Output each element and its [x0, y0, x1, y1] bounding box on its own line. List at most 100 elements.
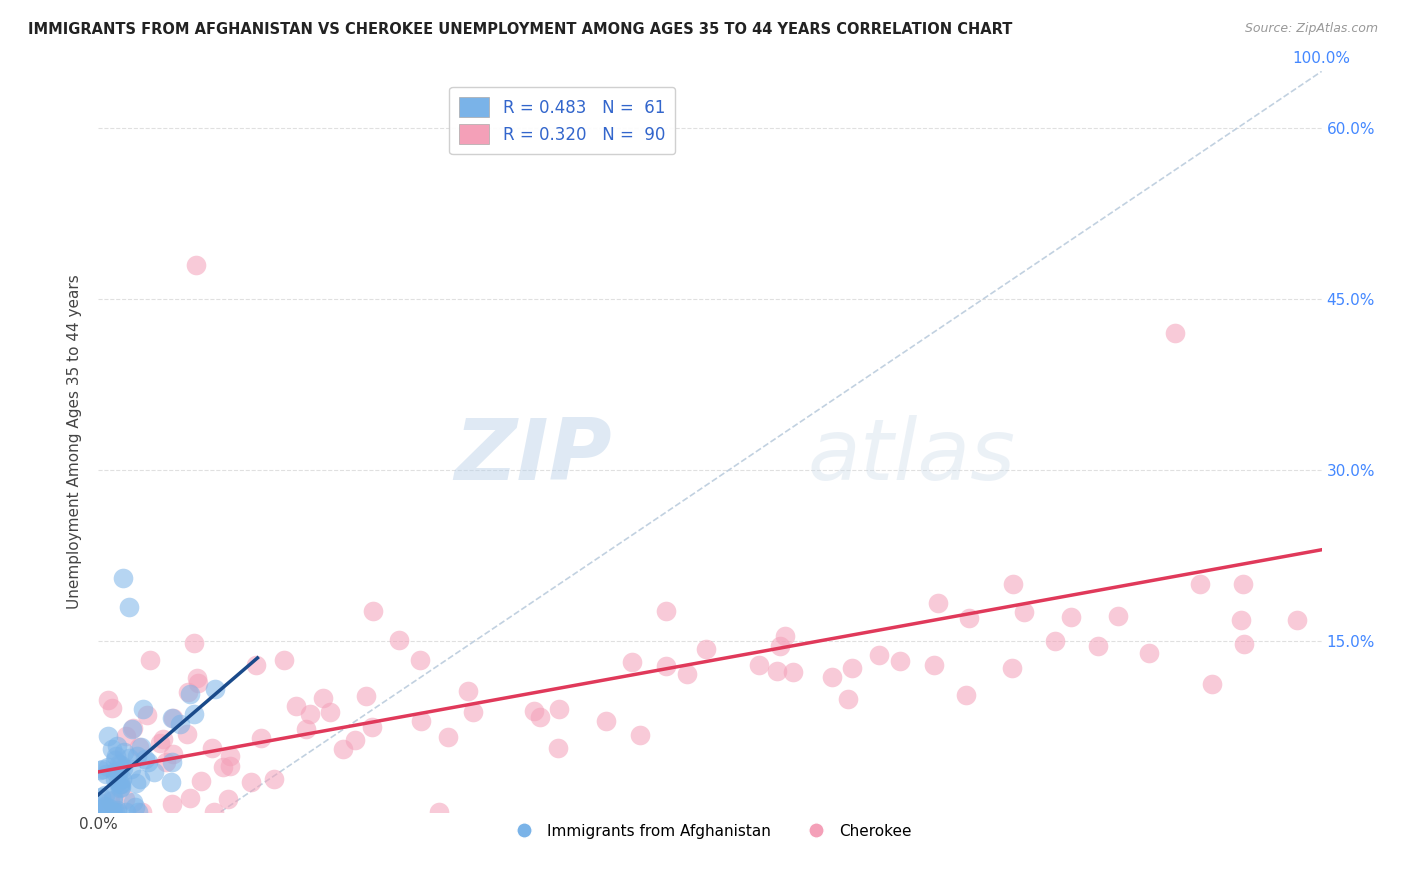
Point: [183, 636, 205, 650]
Point: [143, 765, 166, 780]
Text: atlas: atlas: [808, 415, 1017, 498]
Point: [105, 803, 128, 817]
Point: [922, 657, 945, 672]
Text: ZIP: ZIP: [454, 415, 612, 498]
Point: [128, 740, 150, 755]
Point: [89, 805, 111, 819]
Point: [187, 675, 209, 690]
Point: [129, 740, 152, 755]
Point: [655, 603, 678, 617]
Point: [356, 690, 378, 704]
Point: [837, 691, 859, 706]
Point: [409, 653, 432, 667]
Point: [110, 780, 132, 794]
Point: [179, 791, 201, 805]
Point: [360, 720, 382, 734]
Point: [115, 805, 138, 819]
Point: [201, 741, 224, 756]
Point: [97, 800, 120, 814]
Point: [183, 707, 205, 722]
Point: [104, 753, 127, 767]
Point: [148, 736, 170, 750]
Point: [343, 732, 366, 747]
Point: [128, 772, 150, 786]
Point: [107, 774, 129, 789]
Point: [90, 802, 112, 816]
Point: [547, 702, 569, 716]
Point: [675, 667, 697, 681]
Point: [104, 764, 127, 779]
Point: [89, 764, 111, 778]
Point: [122, 721, 145, 735]
Point: [782, 665, 804, 680]
Point: [1285, 613, 1308, 627]
Point: [100, 701, 122, 715]
Point: [295, 723, 318, 737]
Point: [118, 751, 141, 765]
Point: [695, 642, 717, 657]
Point: [1087, 639, 1109, 653]
Point: [162, 747, 184, 761]
Point: [868, 648, 890, 663]
Point: [748, 657, 770, 672]
Point: [121, 722, 143, 736]
Point: [110, 758, 132, 772]
Point: [101, 793, 124, 807]
Point: [628, 728, 651, 742]
Point: [111, 772, 134, 786]
Point: [245, 658, 267, 673]
Point: [114, 792, 136, 806]
Point: [186, 258, 208, 272]
Point: [1107, 609, 1129, 624]
Point: [202, 805, 225, 819]
Point: [1230, 613, 1253, 627]
Point: [299, 707, 322, 722]
Point: [125, 776, 148, 790]
Point: [889, 654, 911, 668]
Point: [105, 739, 128, 753]
Point: [219, 758, 242, 772]
Point: [1043, 634, 1066, 648]
Point: [250, 731, 273, 746]
Point: [1233, 637, 1256, 651]
Point: [101, 805, 124, 819]
Point: [91, 762, 114, 776]
Point: [97, 729, 120, 743]
Point: [766, 664, 789, 678]
Point: [927, 597, 949, 611]
Legend: Immigrants from Afghanistan, Cherokee: Immigrants from Afghanistan, Cherokee: [502, 818, 918, 845]
Y-axis label: Unemployment Among Ages 35 to 44 years: Unemployment Among Ages 35 to 44 years: [67, 274, 83, 609]
Point: [98, 794, 121, 808]
Point: [101, 789, 124, 804]
Point: [112, 745, 135, 759]
Point: [111, 571, 134, 585]
Point: [204, 681, 226, 696]
Point: [1001, 577, 1024, 591]
Point: [409, 714, 432, 729]
Point: [312, 690, 335, 705]
Point: [139, 653, 162, 667]
Point: [176, 684, 198, 698]
Point: [89, 796, 111, 810]
Point: [1001, 661, 1024, 675]
Point: [212, 760, 235, 774]
Point: [957, 611, 980, 625]
Point: [461, 705, 484, 719]
Point: [90, 802, 112, 816]
Point: [132, 702, 155, 716]
Point: [108, 781, 131, 796]
Point: [160, 756, 183, 770]
Point: [186, 672, 208, 686]
Point: [160, 711, 183, 725]
Point: [94, 805, 117, 819]
Point: [176, 727, 198, 741]
Point: [97, 760, 120, 774]
Point: [179, 687, 201, 701]
Point: [98, 805, 121, 819]
Point: [110, 777, 132, 791]
Point: [821, 670, 844, 684]
Point: [1012, 605, 1035, 619]
Point: [457, 684, 479, 698]
Point: [122, 795, 145, 809]
Point: [94, 799, 117, 814]
